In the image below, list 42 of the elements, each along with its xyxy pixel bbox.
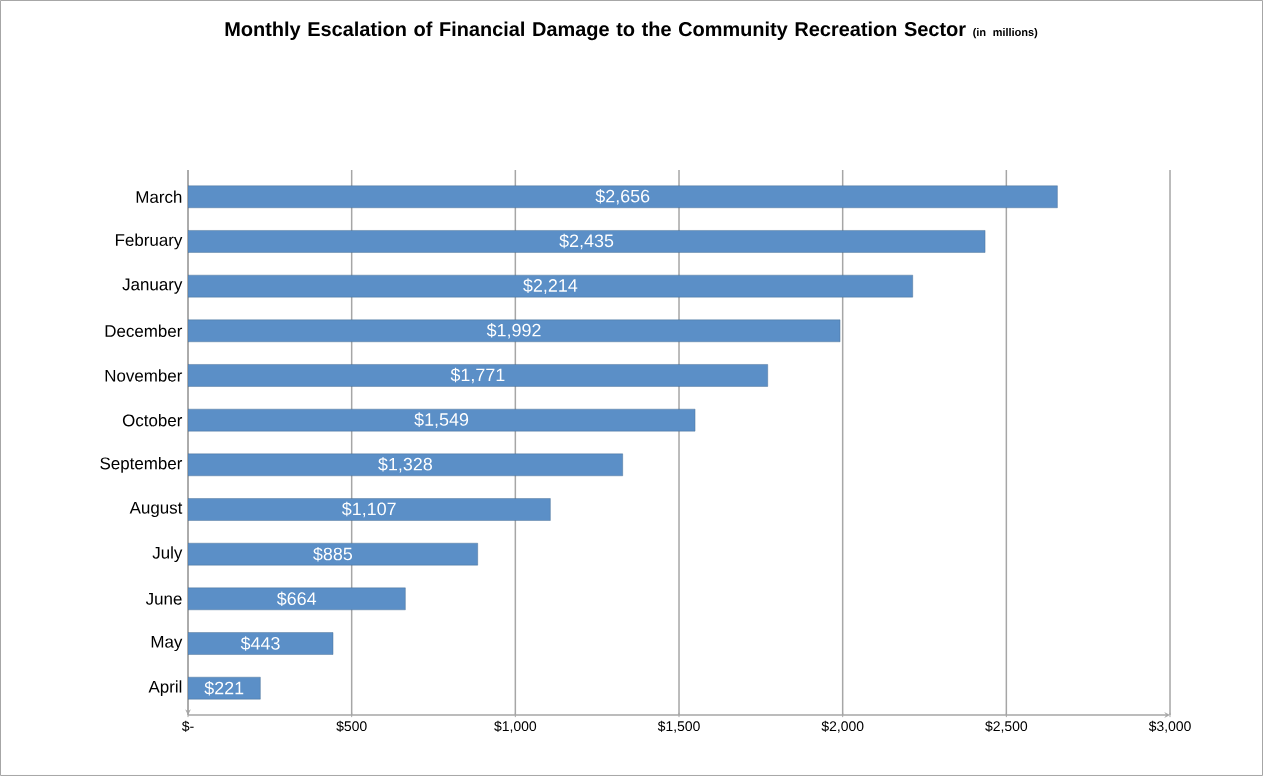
bar	[188, 319, 841, 343]
y-tick-label: November	[105, 369, 183, 382]
x-tick-label: $500	[336, 720, 367, 732]
bar	[188, 185, 1058, 208]
bar	[188, 408, 696, 432]
y-tick-label: January	[122, 278, 183, 294]
data-label: $2,435	[559, 233, 614, 250]
bar	[188, 453, 623, 477]
data-label: $1,771	[450, 367, 505, 384]
y-tick-label: June	[145, 592, 182, 605]
chart-title: Monthly Escalation of Financial Damage to the Community Recreation Sector	[225, 21, 966, 41]
x-tick-label: $2,000	[821, 720, 864, 733]
data-label: $221	[204, 680, 244, 696]
x-tick-label: $1,000	[494, 720, 537, 733]
y-tick-label: May	[151, 635, 183, 652]
data-label: $1,328	[378, 457, 433, 473]
data-label: $1,549	[414, 412, 469, 428]
bar	[188, 498, 551, 521]
bar	[188, 587, 406, 611]
y-tick-label: December	[105, 324, 183, 338]
x-tick-label: $2,500	[985, 720, 1028, 733]
x-tick-label: $3,000	[1148, 720, 1191, 733]
bar	[188, 364, 768, 387]
y-tick-label: October	[122, 413, 183, 427]
x-tick-label: $1,500	[657, 720, 700, 733]
x-tick-label: $-	[181, 720, 194, 732]
y-tick-label: August	[129, 501, 183, 518]
data-label: $1,107	[341, 501, 396, 518]
y-tick-label: April	[148, 680, 182, 697]
data-label: $885	[313, 546, 353, 562]
bar	[188, 230, 986, 253]
data-label: $664	[276, 591, 317, 607]
y-tick-label: September	[100, 456, 183, 473]
bar	[188, 542, 478, 566]
data-label: $2,656	[595, 189, 650, 205]
data-label: $2,214	[523, 278, 578, 294]
data-label: $1,992	[486, 323, 541, 339]
y-tick-label: February	[115, 233, 183, 250]
y-tick-label: March	[136, 190, 182, 204]
y-tick-label: July	[152, 546, 183, 563]
chart-subtitle: (in millions)	[973, 28, 1038, 39]
data-label: $443	[240, 636, 280, 651]
